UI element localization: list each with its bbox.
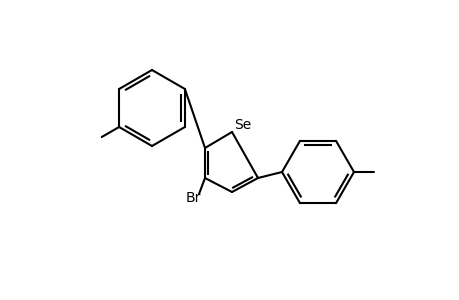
- Text: Se: Se: [234, 118, 251, 132]
- Text: Br: Br: [185, 191, 200, 205]
